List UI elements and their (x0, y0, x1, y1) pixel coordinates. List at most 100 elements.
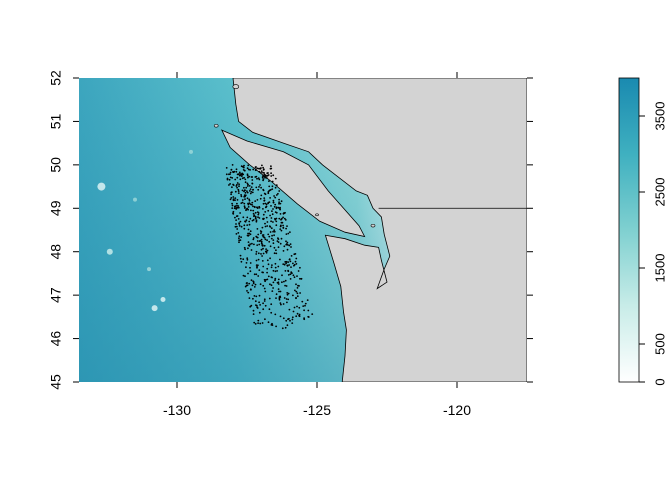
observation-point (258, 186, 260, 188)
observation-point (265, 177, 268, 179)
observation-point (295, 263, 298, 265)
observation-point (269, 197, 271, 199)
observation-point (274, 266, 277, 269)
observation-point (262, 252, 265, 255)
observation-point (247, 241, 250, 244)
observation-point (298, 313, 301, 316)
observation-point (264, 238, 267, 241)
observation-point (254, 211, 257, 214)
observation-point (247, 176, 249, 179)
observation-point (259, 184, 261, 186)
observation-point (266, 239, 268, 242)
observation-point (259, 230, 262, 232)
observation-point (253, 214, 256, 217)
observation-point (274, 279, 276, 282)
observation-point (266, 174, 269, 177)
observation-point (260, 240, 263, 243)
observation-point (280, 229, 283, 232)
observation-point (248, 190, 251, 192)
observation-point (248, 202, 251, 205)
observation-point (277, 288, 280, 290)
observation-point (284, 261, 287, 263)
observation-point (241, 189, 244, 192)
observation-point (252, 281, 255, 283)
observation-point (235, 215, 238, 218)
observation-point (264, 222, 266, 225)
observation-point (249, 203, 252, 206)
observation-point (260, 253, 262, 255)
observation-point (239, 173, 241, 175)
observation-point (282, 263, 285, 265)
observation-point (266, 225, 269, 227)
observation-point (271, 276, 273, 279)
observation-point (270, 165, 272, 168)
observation-point (253, 206, 256, 209)
observation-point (268, 235, 271, 238)
observation-point (257, 275, 260, 277)
observation-point (274, 270, 277, 273)
observation-point (281, 217, 283, 220)
observation-point (267, 192, 270, 195)
observation-point (249, 192, 252, 195)
observation-point (277, 283, 280, 285)
observation-point (256, 240, 259, 242)
observation-point (269, 245, 272, 248)
observation-point (271, 322, 273, 325)
observation-point (274, 177, 277, 180)
observation-point (256, 211, 259, 214)
observation-point (243, 202, 246, 205)
observation-point (264, 211, 267, 213)
x-tick-label: -120 (443, 402, 471, 418)
observation-point (284, 219, 287, 221)
observation-point (254, 166, 257, 169)
observation-point (284, 279, 287, 282)
observation-point (242, 258, 245, 261)
observation-point (273, 195, 275, 197)
observation-point (262, 213, 265, 216)
observation-point (252, 309, 255, 312)
observation-point (307, 316, 310, 318)
observation-point (280, 200, 283, 203)
observation-point (258, 240, 261, 243)
observation-point (275, 194, 278, 196)
observation-point (262, 208, 264, 210)
observation-point (287, 261, 290, 263)
observation-point (256, 199, 259, 201)
colorbar-tick-label: 500 (652, 333, 667, 355)
observation-point (289, 273, 292, 276)
observation-point (270, 266, 273, 269)
seamount-1 (106, 248, 113, 255)
observation-point (285, 227, 287, 230)
observation-point (255, 186, 258, 189)
observation-point (280, 237, 283, 240)
observation-point (282, 212, 285, 215)
observation-point (245, 186, 248, 189)
observation-point (257, 213, 260, 216)
seamount-3 (160, 296, 166, 302)
observation-point (243, 194, 246, 197)
observation-point (288, 264, 290, 266)
observation-point (297, 270, 300, 272)
observation-point (274, 217, 276, 220)
observation-point (252, 188, 255, 191)
colorbar-tick-label: 3500 (652, 102, 667, 131)
observation-point (233, 170, 236, 173)
observation-point (272, 239, 275, 242)
observation-point (263, 244, 266, 247)
observation-point (268, 240, 271, 243)
observation-point (251, 179, 254, 181)
observation-point (296, 312, 299, 315)
observation-point (235, 168, 238, 171)
seamount-0 (97, 182, 106, 191)
observation-point (236, 176, 239, 179)
observation-point (277, 265, 280, 268)
observation-point (303, 309, 305, 312)
observation-point (255, 259, 258, 262)
observation-point (285, 298, 288, 300)
observation-point (263, 298, 266, 301)
observation-point (231, 202, 234, 205)
observation-point (274, 203, 277, 206)
observation-point (255, 250, 258, 253)
observation-point (270, 311, 273, 314)
observation-points (225, 164, 314, 330)
